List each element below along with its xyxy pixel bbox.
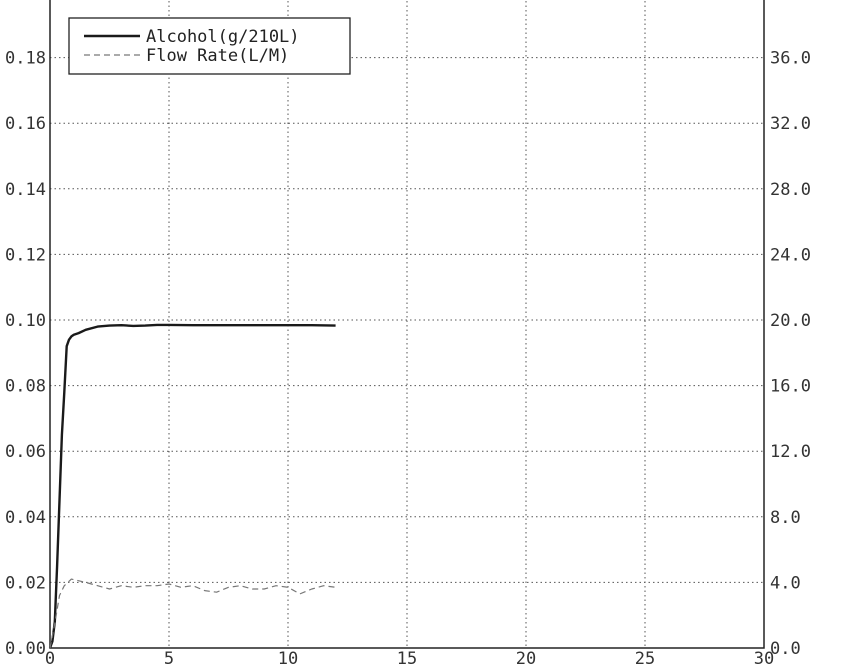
legend-box [68,17,351,75]
y2-tick-label: 36.0 [770,49,811,69]
y2-tick-label: 40.0 [770,0,811,3]
y-tick-label: 0.14 [5,180,46,200]
plot-frame [49,0,765,649]
y2-tick-label: 16.0 [770,377,811,397]
x-tick-label: 15 [397,649,417,666]
legend-label: Flow Rate(L/M) [146,46,289,66]
y-tick-label: 0.10 [5,311,46,331]
y-tick-label: 0.06 [5,442,46,462]
x-tick-label: 0 [45,649,55,666]
y2-tick-label: 8.0 [770,508,801,528]
y2-tick-label: 20.0 [770,311,811,331]
y-tick-label: 0.02 [5,573,46,593]
x-tick-label: 10 [278,649,298,666]
flow-rate-line [49,578,336,649]
series-layer [48,323,336,649]
legend-label: Alcohol(g/210L) [146,27,300,47]
y-tick-label: 0.18 [5,49,46,69]
y-tick-label: 0.20 [5,0,46,3]
y2-tick-label: 12.0 [770,442,811,462]
y-tick-label: 0.00 [5,639,46,659]
y2-tick-label: 4.0 [770,573,801,593]
legend: Alcohol(g/210L)Flow Rate(L/M) [68,17,351,75]
x-tick-label: 30 [754,649,774,666]
y2-tick-label: 0.0 [770,639,801,659]
y2-tick-label: 28.0 [770,180,811,200]
y2-tick-label: 32.0 [770,114,811,134]
alcohol-line [48,323,336,649]
x-tick-label: 25 [635,649,655,666]
tick-labels: 0 5 10 15 20 25 30 0.00 0.02 0.04 0.06 0.08 0.10 0.12… [5,0,811,666]
y-tick-label: 0.04 [5,508,46,528]
grid-lines [50,0,764,648]
y-tick-label: 0.16 [5,114,46,134]
x-tick-label: 20 [516,649,536,666]
y2-tick-label: 24.0 [770,245,811,265]
y-tick-label: 0.08 [5,377,46,397]
y-tick-label: 0.12 [5,245,46,265]
x-tick-label: 5 [164,649,174,666]
